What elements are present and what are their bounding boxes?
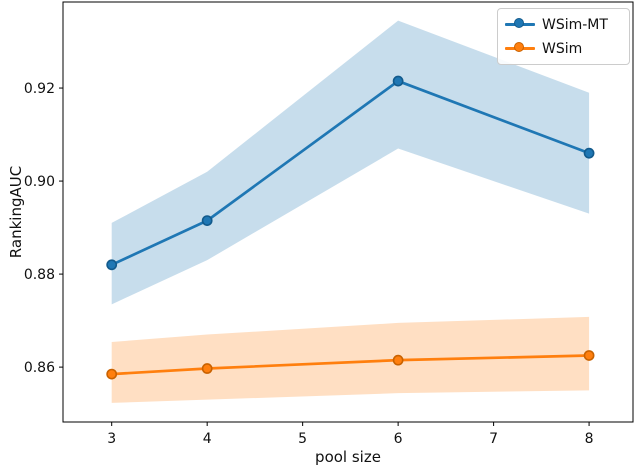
x-tick-label: 8 [585, 431, 594, 447]
marker-wsim [583, 350, 595, 361]
x-tick-label: 3 [107, 431, 116, 447]
line-wsim [111, 354, 590, 376]
x-tick-label: 5 [298, 431, 307, 447]
line-wsim-mt [111, 79, 590, 267]
x-tick-label: 6 [394, 431, 403, 447]
marker-wsim [392, 354, 404, 366]
legend-line-marker-wsim-mt-icon [505, 14, 535, 35]
marker-wsim [106, 368, 118, 380]
confidence-band-wsim-mt [111, 20, 590, 305]
legend-dot-wsim-mt [514, 18, 524, 28]
plot-border [62, 1, 634, 423]
y-tick-label: 0.92 [24, 81, 55, 97]
legend-entry-wsim-mt: WSim-MT [505, 14, 622, 35]
legend-label-wsim: WSim [542, 40, 583, 57]
x-tick-label: 7 [489, 431, 498, 447]
y-tick-label: 0.90 [24, 174, 55, 190]
legend-dot-wsim [514, 42, 524, 52]
legend-entry-wsim: WSim [505, 38, 622, 59]
confidence-band-wsim [111, 316, 590, 403]
marker-wsim-mt [392, 75, 404, 87]
marker-wsim-mt [106, 259, 118, 271]
x-axis-label: pool size [315, 448, 381, 466]
marker-wsim [201, 363, 213, 374]
marker-wsim-mt [201, 215, 213, 227]
legend: WSim-MT WSim [497, 8, 630, 65]
y-tick-label: 0.86 [24, 360, 55, 376]
y-axis-label: RankingAUC [7, 166, 25, 258]
x-tick-label: 4 [203, 431, 212, 447]
marker-wsim-mt [583, 147, 595, 159]
y-tick-label: 0.88 [24, 267, 55, 283]
legend-label-wsim-mt: WSim-MT [542, 16, 608, 33]
legend-line-marker-wsim-icon [505, 38, 535, 59]
